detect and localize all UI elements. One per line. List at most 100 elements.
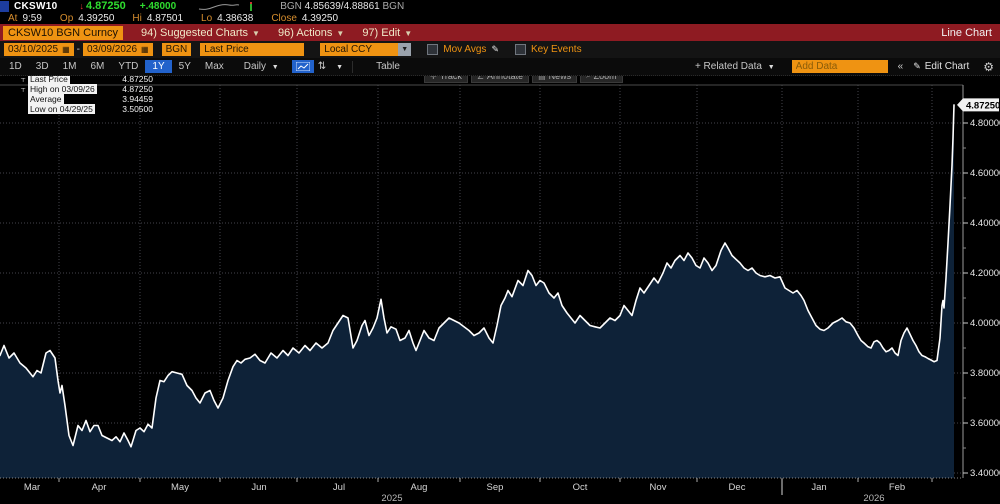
x-axis-month-label: Oct (573, 482, 588, 493)
range-button-5y[interactable]: 5Y (178, 61, 191, 72)
line-chart-icon (295, 62, 310, 71)
ohlc-stat-value: 4.87501 (146, 12, 184, 24)
x-axis-month-label: Mar (24, 482, 40, 493)
legend-value: 3.94459 (122, 94, 153, 104)
settings-checkboxes: Mov Avgs ✎ Key Events (411, 44, 582, 55)
chart-legend: ┬ Last Price 4.87250 ┬ High on 03/09/26 4.872… (21, 74, 153, 114)
field-selector[interactable]: Last Price (200, 43, 305, 56)
price-change-value: +.48000 (139, 0, 177, 12)
pencil-icon[interactable]: ✎ (491, 44, 499, 54)
range-button-3d[interactable]: 3D (35, 61, 49, 72)
legend-value: 4.87250 (122, 84, 153, 94)
checkbox-label: Key Events (530, 44, 582, 55)
ohlc-stat-label: Hi (132, 12, 142, 24)
chart-type-dropdown[interactable]: ▼ (330, 60, 346, 73)
date-to-input[interactable]: 03/09/2026 ▦ (82, 43, 153, 56)
menu-item[interactable]: 94) Suggested Charts ▼ (141, 26, 260, 39)
legend-label: High on 03/09/26 (28, 84, 97, 94)
x-axis-month-label: Apr (92, 482, 107, 493)
tool-label: Annotate (487, 71, 524, 81)
bid-source-label: BGN (280, 0, 302, 12)
range-button-max[interactable]: Max (204, 61, 224, 72)
legend-marker: ┬ (21, 86, 26, 92)
x-axis-month-label: May (171, 482, 189, 493)
pricing-source-button[interactable]: BGN (161, 43, 192, 56)
chart-toolbar: 1D 3D 1M 6M YTD 1Y 5Y Max Daily ▼ ⇅ ▼ Table + R… (0, 58, 1000, 76)
chevron-down-icon: ▼ (271, 64, 279, 71)
ohlc-stat-value: 9:59 (22, 12, 42, 24)
y-axis-label: 4.80000 (970, 118, 1000, 129)
y-axis-label: 3.60000 (970, 418, 1000, 429)
gear-icon[interactable]: ⚙ (983, 59, 994, 74)
tool-label: News (548, 71, 572, 81)
ohlc-stat: Close 4.39250 (271, 13, 338, 24)
ohlc-stat: Hi 4.87501 (132, 13, 183, 24)
collapse-panel-button[interactable]: « (897, 61, 904, 72)
line-chart-type-button[interactable] (291, 60, 314, 73)
toolbar-right-group: + Related Data ▼ « ✎Edit Chart ⚙ (688, 60, 994, 74)
track-icon: ✛ (430, 71, 437, 81)
menu-items: 94) Suggested Charts ▼ 96) Actions ▼ 97) Edi… (123, 27, 412, 39)
range-button-ytd[interactable]: YTD (118, 61, 139, 72)
ohlc-stat: Lo 4.38638 (201, 13, 253, 24)
tool-label: Track (439, 71, 462, 81)
menu-item[interactable]: 96) Actions ▼ (277, 26, 345, 39)
calendar-icon[interactable]: ▦ (62, 45, 70, 54)
x-axis-month-label: Jun (251, 482, 266, 493)
date-from-value: 03/10/2025 (8, 44, 59, 55)
y-axis-label: 4.60000 (970, 168, 1000, 179)
checkbox[interactable] (514, 44, 526, 55)
menu-bar: CKSW10 BGN Curncy 94) Suggested Charts ▼ 9… (0, 24, 1000, 41)
security-ticker-box[interactable]: CKSW10 BGN Curncy (3, 25, 124, 40)
legend-label: Last Price (28, 74, 70, 84)
option-checkbox-mov-avgs[interactable]: Mov Avgs ✎ (427, 44, 499, 55)
legend-marker: ┬ (21, 76, 26, 82)
date-to-value: 03/09/2026 (86, 44, 138, 55)
settings-bar: 03/10/2025 ▦ - 03/09/2026 ▦ BGN Last Pri… (0, 41, 1000, 59)
chart-type-label: Line Chart (941, 26, 992, 39)
news-icon: ▤ (538, 71, 546, 81)
add-data-input[interactable] (791, 60, 888, 73)
legend-row: Average 3.94459 (21, 94, 153, 104)
legend-value: 4.87250 (122, 74, 153, 84)
currency-dropdown-icon[interactable]: ▼ (398, 43, 412, 56)
option-checkbox-key-events[interactable]: Key Events (514, 44, 582, 55)
period-selector[interactable]: Daily ▼ (237, 60, 286, 73)
ticker-symbol: CKSW10 (14, 0, 58, 12)
ohlc-stat: Op 4.39250 (60, 13, 115, 24)
last-price-value: 4.87250 (85, 0, 126, 12)
ohlc-stat-value: 4.39250 (78, 12, 115, 24)
legend-value: 3.50500 (122, 104, 153, 114)
table-button[interactable]: Table (376, 61, 400, 72)
range-button-1d[interactable]: 1D (9, 61, 22, 72)
related-data-button[interactable]: + Related Data ▼ (688, 60, 782, 73)
currency-selector[interactable]: Local CCY (320, 43, 399, 56)
menu-item[interactable]: 97) Edit ▼ (362, 26, 413, 39)
calendar-icon[interactable]: ▦ (141, 45, 149, 54)
date-from-input[interactable]: 03/10/2025 ▦ (4, 43, 74, 56)
chevron-down-icon: ▼ (336, 28, 345, 38)
x-axis-year-label: 2025 (381, 493, 402, 504)
x-axis-month-label: Nov (650, 482, 667, 493)
chevron-down-icon: ▼ (252, 28, 260, 38)
range-buttons: 1D 3D 1M 6M YTD 1Y 5Y Max (2, 60, 231, 73)
legend-row: ┬ High on 03/09/26 4.87250 (21, 84, 153, 94)
edit-chart-button[interactable]: ✎ Edit Chart (913, 61, 969, 72)
panel-corner-icon (0, 0, 9, 12)
range-button-6m[interactable]: 6M (90, 61, 105, 72)
price-area-fill (0, 104, 954, 479)
axis-settings-button[interactable]: ⇅ (317, 61, 327, 72)
last-price-bubble (957, 98, 999, 112)
range-button-1y[interactable]: 1Y (145, 60, 172, 73)
x-axis-month-label: Sep (487, 482, 504, 493)
period-label: Daily (243, 61, 267, 72)
price-down-arrow-icon: ↓ (79, 1, 84, 11)
quote-bar: CKSW10 ↓ 4.87250 +.48000 BGN 4.85639/4.8… (0, 0, 1000, 12)
x-axis-month-label: Feb (889, 482, 905, 493)
chevron-down-icon: ▼ (336, 64, 344, 71)
checkbox[interactable] (427, 44, 439, 55)
ohlc-stat-label: Close (271, 12, 297, 24)
chevron-down-icon: ▼ (767, 64, 775, 71)
range-button-1m[interactable]: 1M (62, 61, 77, 72)
